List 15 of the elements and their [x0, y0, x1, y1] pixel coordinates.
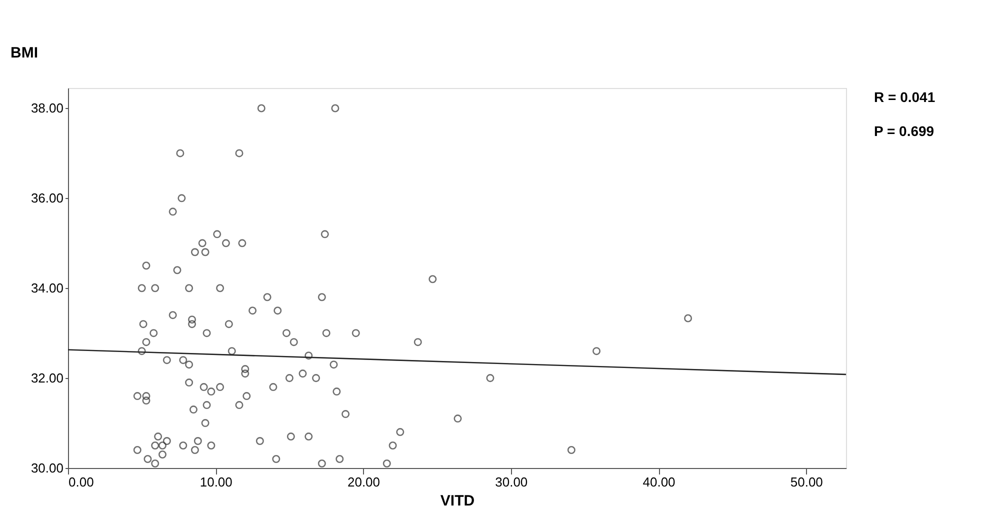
y-tick-label: 38.00 [30, 100, 64, 116]
y-tick-label: 32.00 [30, 370, 64, 386]
x-tick-label: 10.00 [200, 474, 232, 490]
y-tick-label: 30.00 [30, 460, 64, 476]
x-tick-label: 0.00 [68, 474, 94, 490]
text: P = 0.699 [874, 123, 934, 139]
x-axis-title: VITD [440, 492, 475, 510]
x-tick-label: 20.00 [347, 474, 380, 490]
y-tick-label: 36.00 [30, 190, 64, 206]
x-tick-label: 30.00 [495, 474, 528, 490]
x-tick-label: 40.00 [642, 474, 676, 490]
y-axis-title: BMI [10, 44, 38, 62]
y-tick-label: 34.00 [30, 280, 64, 296]
x-tick-label: 50.00 [790, 474, 823, 490]
text: R = 0.041 [874, 89, 936, 105]
